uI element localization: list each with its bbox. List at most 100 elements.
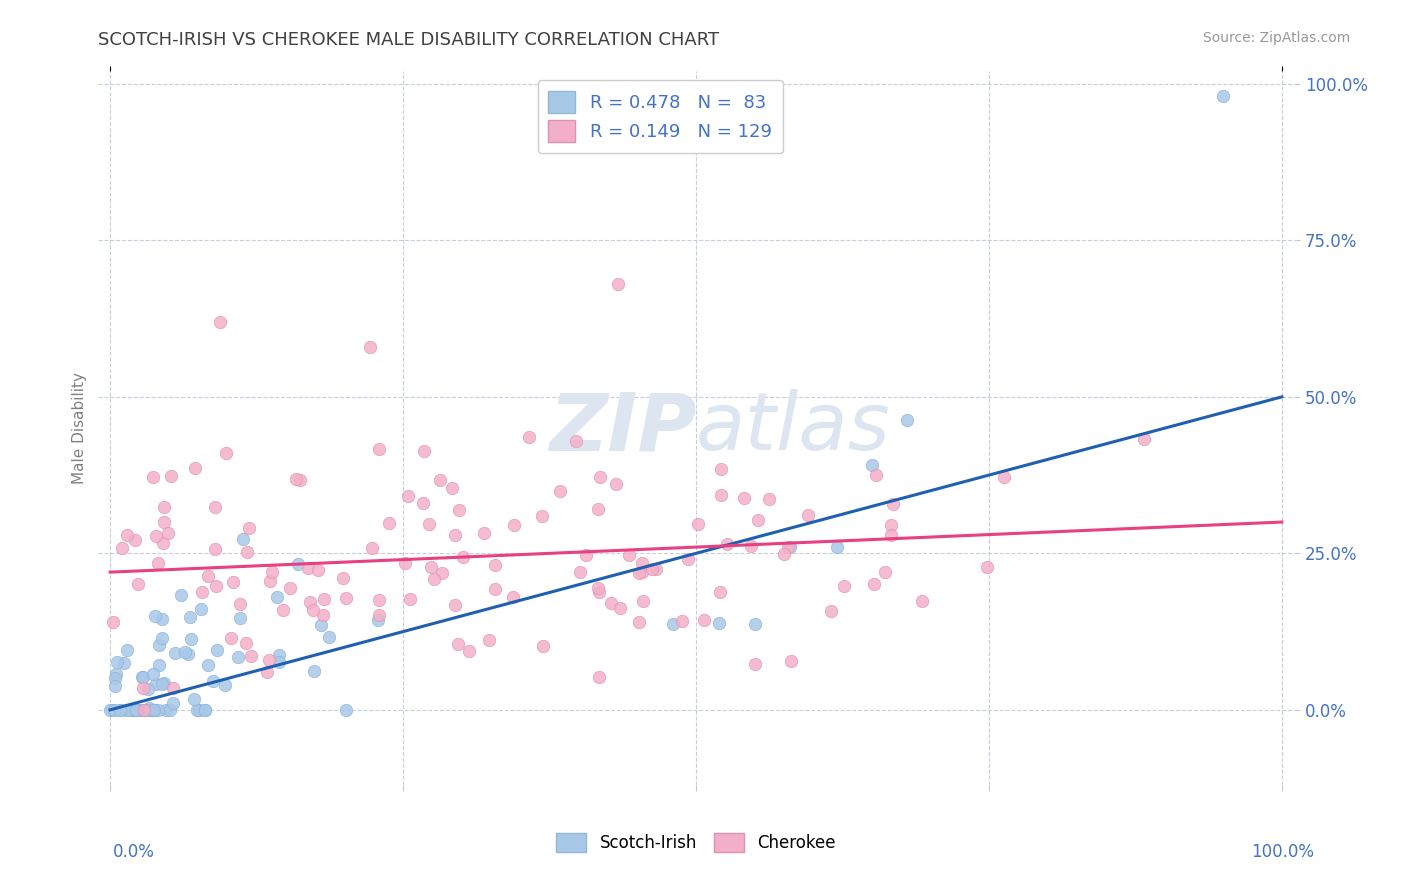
Point [132,703,155,717]
Point [266,591,288,605]
Point [197,657,219,672]
Point [235,636,257,650]
Point [138,701,160,715]
Point [779,540,801,554]
Point [148,658,170,673]
Point [197,569,219,583]
Point [190,585,212,599]
Point [132,681,155,696]
Point [180,632,202,646]
Point [208,315,231,329]
Point [419,560,441,574]
Point [186,703,208,717]
Point [132,703,155,717]
Point [772,547,794,561]
Point [256,665,278,679]
Point [418,516,440,531]
Point [825,541,848,555]
Point [744,657,766,671]
Point [125,703,148,717]
Point [359,340,381,354]
Point [150,677,173,691]
Point [394,557,416,571]
Point [863,577,886,591]
Point [297,561,319,575]
Point [104,671,127,685]
Point [449,503,471,517]
Point [440,481,463,495]
Point [125,703,148,717]
Point [444,528,467,542]
Point [124,533,146,547]
Point [302,603,325,617]
Point [267,655,290,669]
Point [302,665,325,679]
Point [589,470,612,484]
Point [108,703,131,717]
Point [156,526,179,541]
Point [396,489,419,503]
Y-axis label: Male Disability: Male Disability [72,372,87,484]
Point [150,612,173,626]
Point [145,529,167,543]
Point [142,666,165,681]
Point [875,565,897,579]
Point [215,446,238,460]
Text: ZIP: ZIP [548,389,696,467]
Point [271,603,294,617]
Point [671,614,693,628]
Point [111,541,134,556]
Point [139,703,162,717]
Point [430,566,453,580]
Point [142,470,165,484]
Point [159,703,181,717]
Point [136,703,159,717]
Point [259,574,281,588]
Point [447,637,470,651]
Point [269,648,291,662]
Point [568,566,591,580]
Point [152,535,174,549]
Point [112,656,135,670]
Point [202,673,225,688]
Point [641,562,664,576]
Point [780,654,803,668]
Point [484,582,506,597]
Point [278,582,301,596]
Point [150,631,173,645]
Point [138,703,160,717]
Point [399,592,422,607]
Point [162,696,184,710]
Point [458,644,481,658]
Point [153,500,176,515]
Point [451,550,474,565]
Point [820,604,842,618]
Point [865,467,887,482]
Point [710,488,733,502]
Point [318,630,340,644]
Point [238,521,260,535]
Point [628,566,651,580]
Text: 100.0%: 100.0% [1251,843,1315,861]
Point [797,508,820,523]
Point [284,472,307,486]
Point [142,703,165,717]
Point [204,500,226,514]
Point [117,703,139,717]
Point [688,516,710,531]
Point [132,703,155,717]
Point [226,649,249,664]
Point [232,532,254,546]
Point [141,703,163,717]
Point [170,588,193,602]
Point [108,703,131,717]
Point [153,675,176,690]
Point [502,591,524,605]
Point [530,508,553,523]
Point [229,597,252,611]
Point [368,442,391,456]
Point [101,703,124,717]
Point [194,703,217,717]
Point [661,617,683,632]
Point [776,541,799,555]
